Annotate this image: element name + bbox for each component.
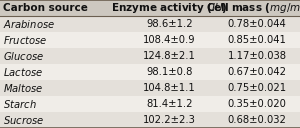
Text: Carbon source: Carbon source	[3, 3, 88, 13]
Text: $\mathbf{\mathit{Maltose}}$: $\mathbf{\mathit{Maltose}}$	[3, 82, 43, 94]
Text: 98.1±0.8: 98.1±0.8	[146, 67, 193, 77]
Text: $\mathbf{Enzyme\ activity\ (}\mathit{IU}\mathbf{)}$: $\mathbf{Enzyme\ activity\ (}\mathit{IU}…	[111, 1, 228, 15]
Text: 98.6±1.2: 98.6±1.2	[146, 19, 193, 29]
Text: 104.8±1.1: 104.8±1.1	[143, 83, 196, 93]
Text: 102.2±2.3: 102.2±2.3	[143, 115, 196, 125]
Text: $\mathbf{\mathit{Lactose}}$: $\mathbf{\mathit{Lactose}}$	[3, 66, 43, 78]
Text: 124.8±2.1: 124.8±2.1	[143, 51, 196, 61]
Bar	[0, 48, 300, 64]
Text: $\mathbf{\mathit{Arabinose}}$: $\mathbf{\mathit{Arabinose}}$	[3, 18, 55, 30]
Text: $\mathbf{Cell\ mass\ (}\mathit{mg/ml}\mathbf{)}$: $\mathbf{Cell\ mass\ (}\mathit{mg/ml}\ma…	[206, 1, 300, 15]
Bar	[0, 80, 300, 96]
Bar	[0, 64, 300, 80]
Text: 81.4±1.2: 81.4±1.2	[146, 99, 193, 109]
Text: 0.75±0.021: 0.75±0.021	[228, 83, 287, 93]
Bar	[0, 16, 300, 32]
Text: 0.68±0.032: 0.68±0.032	[228, 115, 287, 125]
Bar	[0, 32, 300, 48]
Bar	[0, 0, 300, 16]
Text: $\mathbf{\mathit{Fructose}}$: $\mathbf{\mathit{Fructose}}$	[3, 34, 48, 46]
Text: 1.17±0.038: 1.17±0.038	[228, 51, 287, 61]
Text: 0.85±0.041: 0.85±0.041	[228, 35, 287, 45]
Bar	[0, 96, 300, 112]
Text: 108.4±0.9: 108.4±0.9	[143, 35, 196, 45]
Text: 0.35±0.020: 0.35±0.020	[228, 99, 287, 109]
Text: $\mathbf{\mathit{Starch}}$: $\mathbf{\mathit{Starch}}$	[3, 98, 37, 110]
Text: 0.67±0.042: 0.67±0.042	[228, 67, 287, 77]
Text: 0.78±0.044: 0.78±0.044	[228, 19, 286, 29]
Bar	[0, 112, 300, 128]
Text: $\mathbf{\mathit{Sucrose}}$: $\mathbf{\mathit{Sucrose}}$	[3, 114, 44, 126]
Text: $\mathbf{\mathit{Glucose}}$: $\mathbf{\mathit{Glucose}}$	[3, 50, 44, 62]
